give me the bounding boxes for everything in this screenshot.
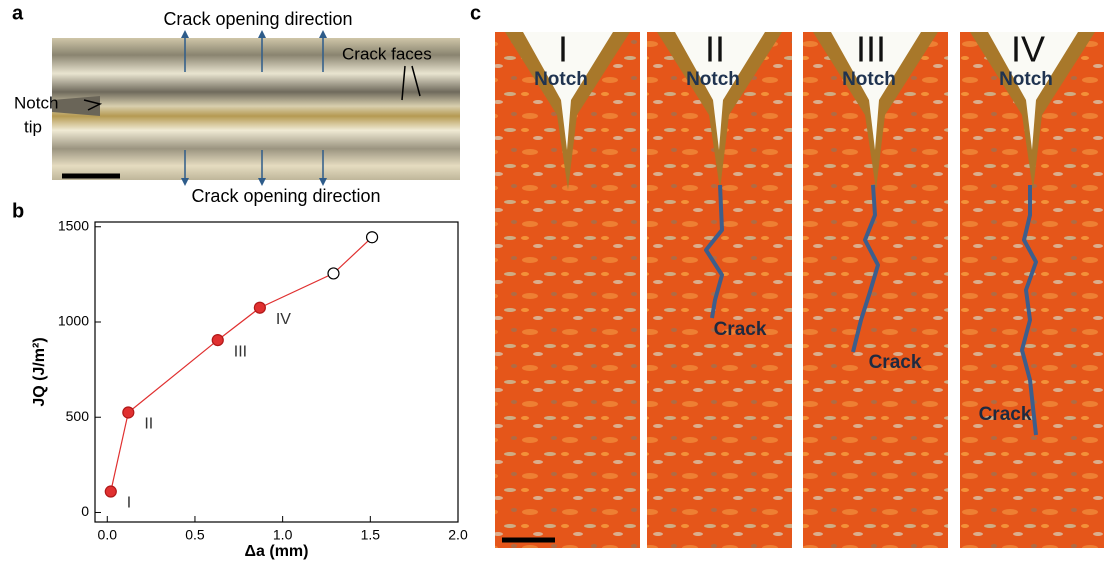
x-tick-label: 0.5 [185, 527, 205, 543]
point-label: III [234, 343, 247, 360]
stage-label: IV [1011, 29, 1045, 70]
data-point [367, 232, 378, 243]
x-tick-label: 2.0 [448, 527, 468, 543]
panel-label: b [12, 200, 24, 222]
y-tick-label: 1000 [58, 313, 89, 329]
y-axis-label: JQ (J/m²) [31, 337, 48, 406]
data-point [123, 407, 134, 418]
data-point [105, 486, 116, 497]
crack-label: Crack [869, 352, 922, 373]
panel-c: INotchIINotchCrackIIINotchCrackIVNotchCr… [495, 29, 1104, 548]
notch-label: Notch [686, 69, 740, 90]
x-tick-label: 0.0 [98, 527, 118, 543]
panel-label: c [470, 2, 481, 24]
arrow-head [319, 30, 327, 38]
panel-label: a [12, 2, 24, 24]
annotation: Crack opening direction [163, 9, 352, 29]
plot-frame [95, 222, 458, 522]
stage-label: II [705, 29, 725, 70]
figure: INotchIINotchCrackIIINotchCrackIVNotchCr… [0, 0, 1106, 565]
stage-label: I [558, 29, 568, 70]
y-tick-label: 500 [66, 408, 90, 424]
notch-label: Notch [999, 69, 1053, 90]
arrow-head [181, 178, 189, 186]
annotation: tip [24, 117, 42, 136]
x-axis-label: Δa (mm) [245, 543, 309, 560]
x-tick-label: 1.5 [361, 527, 381, 543]
y-tick-label: 1500 [58, 217, 89, 233]
data-point [328, 268, 339, 279]
x-tick-label: 1.0 [273, 527, 293, 543]
arrow-head [258, 30, 266, 38]
annotation: Crack faces [342, 44, 432, 63]
point-label: II [144, 416, 153, 433]
data-point [254, 302, 265, 313]
notch-label: Notch [534, 69, 588, 90]
notch-label: Notch [842, 69, 896, 90]
point-label: I [127, 495, 131, 512]
annotation: Crack opening direction [191, 186, 380, 206]
point-label: IV [276, 311, 291, 328]
data-point [212, 335, 223, 346]
crack-label: Crack [714, 319, 767, 340]
stage-label: III [856, 29, 886, 70]
annotation: Notch [14, 93, 58, 112]
arrow-head [181, 30, 189, 38]
y-tick-label: 0 [81, 503, 89, 519]
crack-label: Crack [979, 404, 1032, 425]
